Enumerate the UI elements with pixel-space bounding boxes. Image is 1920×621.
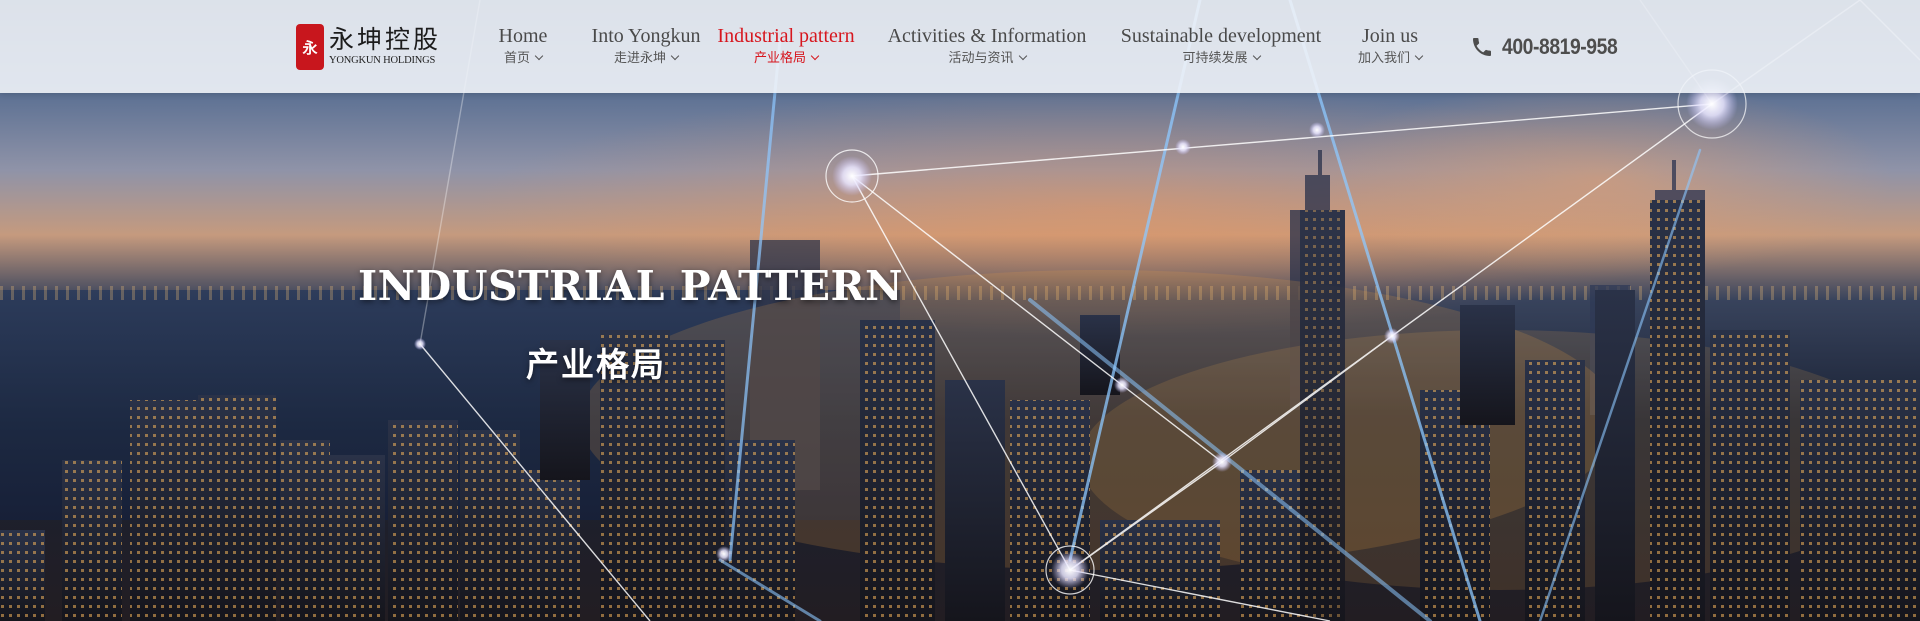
chevron-down-icon — [810, 51, 820, 61]
nav-item-label-en: Join us — [1361, 25, 1419, 47]
nav-item-industrial-pattern[interactable]: Industrial pattern 产业格局 — [708, 24, 864, 68]
nav-item-label-en: Into Yongkun — [591, 25, 701, 47]
nav-item-label-en: Sustainable development — [1120, 25, 1322, 47]
nav-item-label-en: Industrial pattern — [717, 25, 855, 47]
site-header: 永 永坤控股 YONGKUN HOLDINGS Home 首页 Into Yon… — [0, 0, 1920, 93]
nav-item-label-cn: 加入我们 — [1352, 48, 1428, 68]
nav-item-label-en: Activities & Information — [887, 25, 1087, 47]
hero-horizon-lights — [0, 286, 1920, 300]
nav-item-sustainable-development[interactable]: Sustainable development 可持续发展 — [1112, 24, 1330, 68]
hero-title-en: INDUSTRIAL PATTERN — [358, 262, 904, 310]
nav-item-label-cn: 产业格局 — [708, 48, 864, 68]
brand-text: 永坤控股 YONGKUN HOLDINGS — [329, 26, 441, 68]
contact-phone[interactable]: 400-8819-958 — [1470, 32, 1633, 62]
brand-name-cn: 永坤控股 — [329, 25, 442, 54]
chevron-down-icon — [1414, 51, 1424, 61]
brand-name-en: YONGKUN HOLDINGS — [329, 55, 436, 66]
chevron-down-icon — [1252, 51, 1261, 61]
nav-item-into-yongkun[interactable]: Into Yongkun 走进永坤 — [571, 24, 721, 68]
nav-item-label-cn: 活动与资讯 — [884, 48, 1090, 68]
nav-item-label-cn: 可持续发展 — [1112, 48, 1330, 68]
nav-item-label-cn: 首页 — [497, 48, 549, 68]
nav-item-label-cn: 走进永坤 — [571, 48, 721, 68]
nav-item-home[interactable]: Home 首页 — [497, 24, 549, 68]
nav-item-label-en: Home — [498, 25, 548, 47]
nav-item-activities-information[interactable]: Activities & Information 活动与资讯 — [884, 24, 1090, 68]
phone-icon — [1473, 38, 1491, 56]
chevron-down-icon — [1018, 51, 1027, 61]
brand-seal-icon: 永 — [296, 24, 324, 70]
nav-item-join-us[interactable]: Join us 加入我们 — [1352, 24, 1428, 68]
phone-number[interactable]: 400-8819-958 — [1502, 34, 1618, 59]
chevron-down-icon — [670, 51, 680, 61]
chevron-down-icon — [534, 51, 544, 61]
hero-title-cn: 产业格局 — [526, 345, 666, 384]
brand-logo[interactable]: 永 永坤控股 YONGKUN HOLDINGS — [296, 22, 456, 72]
